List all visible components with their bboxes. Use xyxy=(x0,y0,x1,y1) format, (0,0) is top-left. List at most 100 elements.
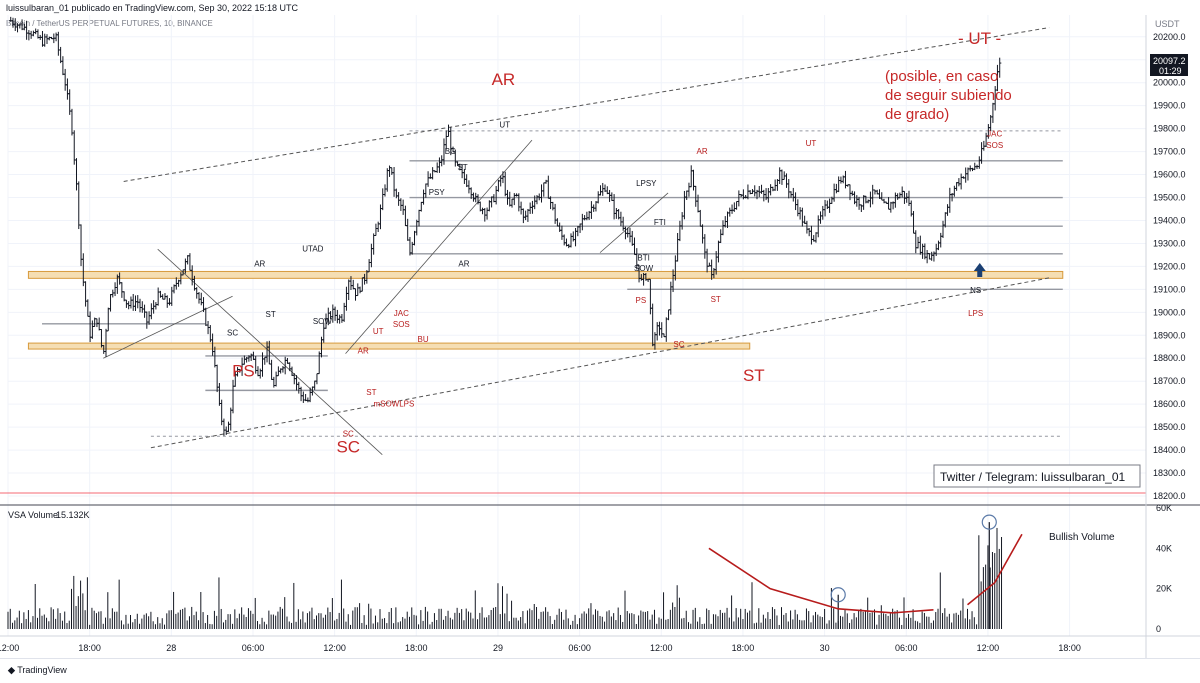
price-tick-label: 18400.0 xyxy=(1153,445,1186,455)
price-tick-label: 18900.0 xyxy=(1153,330,1186,340)
zone-rect xyxy=(27,270,1064,279)
small-label: UT xyxy=(806,139,817,148)
volume-pane xyxy=(7,514,1023,629)
small-label: ST xyxy=(266,310,276,319)
tradingview-logo: ◆ TradingView xyxy=(8,665,67,676)
highlight-circle-icon xyxy=(830,587,846,603)
volume-value: 15.132K xyxy=(56,510,90,520)
footer: ◆ TradingView xyxy=(0,658,1200,683)
trend-line xyxy=(157,248,383,455)
up-arrow-icon xyxy=(973,262,986,277)
small-label: BU xyxy=(418,335,429,344)
last-price-tag xyxy=(1150,54,1188,76)
small-label: LPS xyxy=(968,309,983,318)
zone-rect xyxy=(27,342,751,350)
price-tick-label: 19800.0 xyxy=(1153,124,1186,134)
small-label: BC xyxy=(445,147,456,156)
small-label: SOW xyxy=(313,317,333,326)
zones xyxy=(27,270,1064,350)
time-tick-label: 12:00 xyxy=(323,643,346,653)
time-tick-label: 18:00 xyxy=(405,643,428,653)
time-tick-label: 06:00 xyxy=(568,643,591,653)
time-tick-label: 30 xyxy=(820,643,830,653)
volume-tick-label: 40K xyxy=(1156,543,1172,553)
price-tick-label: 19600.0 xyxy=(1153,170,1186,180)
price-tick-label: 20200.0 xyxy=(1153,32,1186,42)
candles xyxy=(9,16,1002,436)
watermark-text: Twitter / Telegram: luissulbaran_01 xyxy=(940,470,1126,484)
small-label: SC xyxy=(673,340,684,349)
small-label: SC xyxy=(343,429,354,438)
small-label: AR xyxy=(254,259,265,268)
small-label: JAC xyxy=(394,309,409,318)
volume-rise-arc xyxy=(966,533,1023,606)
small-label: PS xyxy=(636,296,647,305)
small-label: SOS xyxy=(393,320,410,329)
small-label: UT xyxy=(373,327,384,336)
volume-tick-label: 60K xyxy=(1156,503,1172,513)
price-tick-label: 19200.0 xyxy=(1153,261,1186,271)
price-tick-label: 19900.0 xyxy=(1153,101,1186,111)
small-label: AR xyxy=(458,259,469,268)
countdown-value: 01:29 xyxy=(1159,66,1182,76)
volume-tick-label: 20K xyxy=(1156,584,1172,594)
small-label: mSOW xyxy=(373,399,399,408)
small-label: ST xyxy=(366,388,376,397)
price-tick-label: 18600.0 xyxy=(1153,399,1186,409)
small-label: SC xyxy=(227,328,238,337)
time-tick-label: 29 xyxy=(493,643,503,653)
highlight-circle-icon xyxy=(981,514,997,530)
time-tick-label: 18:00 xyxy=(732,643,755,653)
ut-note-line-1: (posible, en caso xyxy=(885,68,998,85)
time-tick-label: 12:00 xyxy=(977,643,1000,653)
trend-line xyxy=(103,295,233,359)
time-tick-label: 18:00 xyxy=(78,643,101,653)
price-tick-label: 19700.0 xyxy=(1153,147,1186,157)
last-price-value: 20097.2 xyxy=(1153,56,1186,66)
major-label: PS xyxy=(232,362,255,381)
price-tick-label: 18700.0 xyxy=(1153,376,1186,386)
small-label: LPSY xyxy=(636,179,657,188)
major-label: SC xyxy=(336,437,360,456)
small-label: ST xyxy=(711,295,721,304)
small-label: ST xyxy=(457,163,467,172)
volume-tick-label: 0 xyxy=(1156,624,1161,634)
time-tick-label: 28 xyxy=(166,643,176,653)
small-label: LPS xyxy=(399,399,414,408)
trend-line xyxy=(123,27,1050,182)
price-tick-label: 18500.0 xyxy=(1153,422,1186,432)
price-tick-label: 19100.0 xyxy=(1153,284,1186,294)
price-tick-label: 19500.0 xyxy=(1153,193,1186,203)
chart-header: luissulbaran_01 publicado en TradingView… xyxy=(0,0,1200,28)
bullish-volume-label: Bullish Volume xyxy=(1049,532,1115,543)
watermark-box xyxy=(933,464,1141,488)
trend-line xyxy=(599,192,669,253)
major-label: ST xyxy=(743,366,765,385)
price-tick-label: 20000.0 xyxy=(1153,78,1186,88)
grid-lines xyxy=(7,15,1146,636)
time-tick-label: 06:00 xyxy=(242,643,265,653)
small-label: FTI xyxy=(654,218,666,227)
small-label: AR xyxy=(358,347,369,356)
small-label: SOS xyxy=(986,141,1003,150)
price-tick-label: 18200.0 xyxy=(1153,491,1186,501)
trend-line xyxy=(150,277,1050,449)
ut-note-line-3: de grado) xyxy=(885,106,949,123)
time-tick-label: 12:00 xyxy=(650,643,673,653)
small-label: AR xyxy=(697,147,708,156)
brand-text: TradingView xyxy=(17,665,67,675)
price-tick-label: 19000.0 xyxy=(1153,307,1186,317)
volume-title: VSA Volume xyxy=(8,510,58,520)
axes: 18200.0 18300.0 18400.0 18500.0 18600.0 18700… xyxy=(0,15,1200,658)
time-tick-label: 12:00 xyxy=(0,643,19,653)
small-label: SOW xyxy=(634,264,654,273)
trend-lines xyxy=(103,27,1050,455)
symbol-text: Bitcoin / TetherUS PERPETUAL FUTURES, 10… xyxy=(6,19,213,28)
small-label: BTI xyxy=(637,254,649,263)
price-tick-label: 19300.0 xyxy=(1153,238,1186,248)
volume-decline-arc xyxy=(708,547,934,614)
small-label: UT xyxy=(499,120,510,129)
time-tick-label: 06:00 xyxy=(895,643,918,653)
